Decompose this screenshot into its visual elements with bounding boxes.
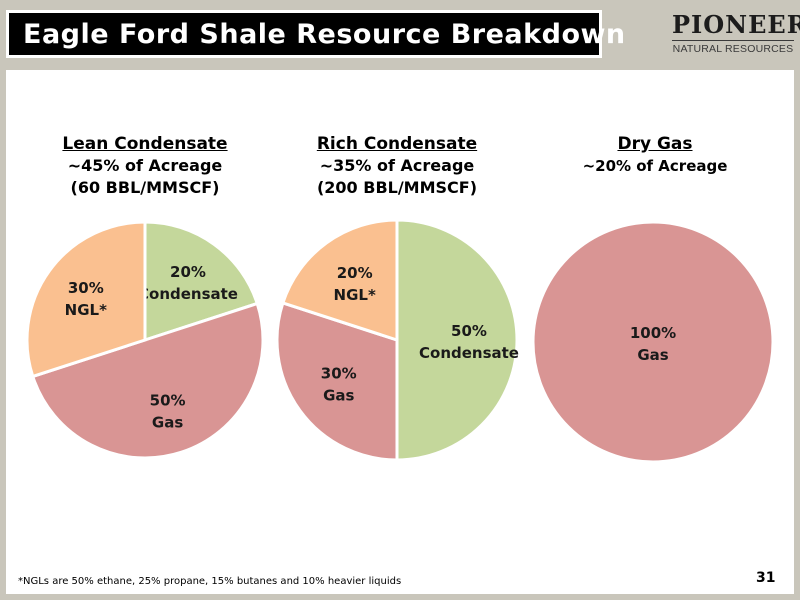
footnote: *NGLs are 50% ethane, 25% propane, 15% b… [18,576,402,587]
slice-category: Condensate [419,344,519,362]
slice-label: 20% NGL* [334,264,376,304]
lean-condensate-note: (60 BBL/MMSCF) [70,178,220,197]
lean-condensate-subtitle: ~45% of Acreage [67,156,223,175]
slice-category: NGL* [334,286,376,304]
rich-condensate-note: (200 BBL/MMSCF) [316,178,478,197]
slice-percent: 50% [150,392,186,410]
dry-gas-subtitle: ~20% of Acreage [582,157,728,175]
pie-slice [395,218,519,462]
slice-label: 30% NGL* [65,279,107,319]
slice-percent: 20% [337,264,373,282]
rich-condensate-title: Rich Condensate [316,134,478,154]
slice-category: NGL* [65,301,107,319]
logo-tagline: NATURAL RESOURCES [672,40,794,55]
dry-gas-heading: Dry Gas ~20% of Acreage [540,133,770,177]
pie-slice [25,220,147,379]
pioneer-logo: PIONEER NATURAL RESOURCES [672,10,800,55]
slice-label: 20% Condensate [138,263,238,303]
slice-category: Gas [152,414,183,432]
pie-slice [275,301,399,462]
slice-category: Condensate [138,285,238,303]
dry-gas-title: Dry Gas [617,134,693,154]
slice-category: Gas [323,386,354,404]
pie-slice [531,220,775,464]
pie-slice [30,301,265,460]
lean-condensate-title: Lean Condensate [62,134,228,154]
slice-percent: 100% [630,324,676,342]
rich-condensate-subtitle: ~35% of Acreage [319,156,475,175]
logo-wordmark: PIONEER [672,10,800,39]
pie-slice [280,218,399,343]
slice-label: 50% Gas [150,392,186,432]
page-number: 31 [756,570,776,586]
slice-percent: 50% [451,322,487,340]
slice-percent: 30% [68,279,104,297]
slice-label: 50% Condensate [419,322,519,362]
rich-condensate-heading: Rich Condensate ~35% of Acreage (200 BBL… [282,133,512,199]
title-bar: Eagle Ford Shale Resource Breakdown [6,10,625,58]
slice-label: 30% Gas [321,364,357,404]
slice-percent: 30% [321,364,357,382]
slice-category: Gas [637,346,668,364]
slide-title: Eagle Ford Shale Resource Breakdown [23,19,626,50]
slice-label: 100% Gas [630,324,676,364]
pie-slice [143,220,260,343]
slice-percent: 20% [170,263,206,281]
lean-condensate-heading: Lean Condensate ~45% of Acreage (60 BBL/… [30,133,260,199]
